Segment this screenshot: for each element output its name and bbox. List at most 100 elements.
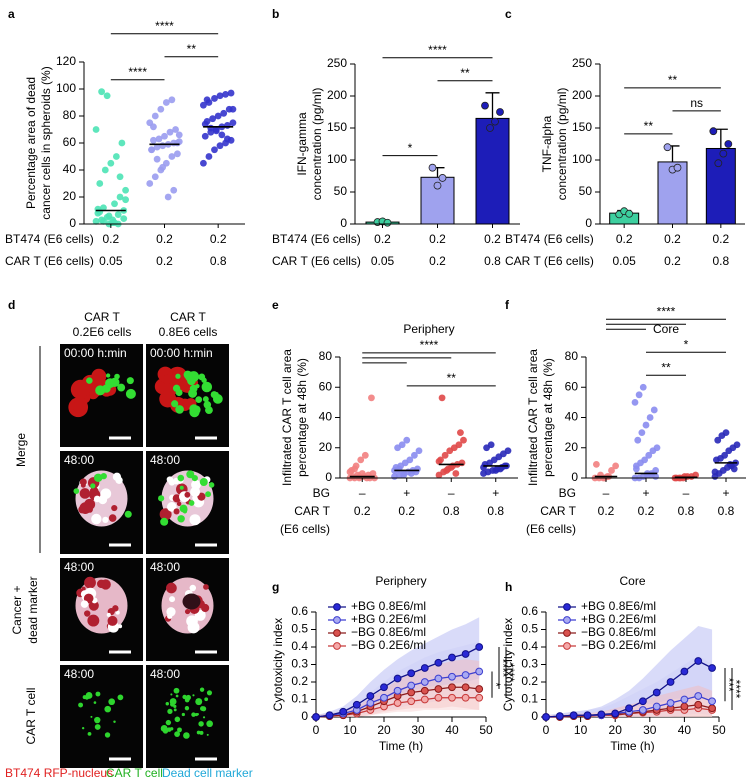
x-tick-label: 0.2: [598, 504, 615, 518]
cell: [197, 492, 206, 501]
data-point: [351, 465, 359, 473]
data-point: [653, 444, 661, 452]
data-point: [368, 394, 375, 402]
significance-label: **: [460, 66, 470, 80]
row-label: BT474 (E6 cells): [5, 232, 94, 246]
x-tick-label: –: [603, 486, 610, 500]
confidence-band: [316, 617, 480, 717]
data-point: [448, 693, 456, 702]
data-point: [724, 140, 733, 148]
y-tick-label: 40: [63, 162, 77, 176]
row-label: BG: [313, 486, 330, 500]
cell: [80, 600, 89, 608]
y-tick-label: 0.5: [291, 622, 308, 636]
x-tick-label: –: [448, 486, 455, 500]
data-point: [339, 707, 348, 716]
cell: [89, 486, 99, 496]
cell: [189, 514, 201, 526]
cell: [87, 614, 100, 627]
data-point: [150, 123, 157, 131]
legend-marker: [563, 603, 571, 611]
panel-label: f: [505, 298, 510, 312]
y-tick-label: 0: [571, 470, 578, 484]
legend-label: −BG 0.8E6/ml: [581, 625, 656, 639]
data-point: [642, 421, 650, 429]
data-point: [223, 135, 231, 143]
cell: [187, 621, 200, 634]
column-header: CAR T: [170, 310, 206, 324]
cell: [160, 517, 169, 526]
data-point: [146, 180, 154, 187]
cell: [167, 613, 173, 619]
x-tick-label: 0.05: [371, 254, 395, 268]
row-label: CAR T: [294, 504, 330, 518]
x-tick-label: +: [492, 486, 499, 500]
data-point: [403, 436, 411, 444]
data-point: [721, 451, 729, 459]
x-tick-label: 0.8: [484, 254, 501, 268]
row-label: CAR T: [540, 504, 576, 518]
row-label: dead marker: [26, 576, 40, 643]
cell: [185, 694, 191, 701]
cell: [166, 582, 177, 594]
cell: [167, 708, 173, 715]
chart-title: Periphery: [375, 574, 426, 588]
data-point: [480, 464, 487, 471]
x-axis-label: Time (h): [610, 739, 654, 753]
cell: [73, 400, 86, 414]
cell: [102, 516, 109, 523]
y-tick-label: 0.4: [521, 639, 538, 653]
data-point: [475, 667, 484, 676]
panel-label: c: [505, 7, 512, 21]
data-point: [157, 105, 165, 113]
data-point: [694, 657, 703, 665]
cell: [172, 384, 181, 392]
cell: [183, 732, 190, 739]
data-point: [407, 697, 416, 706]
data-point: [680, 667, 689, 676]
data-point: [434, 685, 443, 693]
cell: [112, 472, 122, 481]
data-point: [116, 173, 124, 181]
x-tick-label: +: [722, 486, 729, 500]
y-tick-label: 40: [319, 410, 333, 424]
cell: [84, 695, 90, 700]
data-point: [461, 693, 470, 702]
cell: [175, 694, 179, 698]
significance-label: ****: [729, 680, 743, 699]
timestamp: 00:00 h:min: [64, 346, 127, 360]
cell: [184, 706, 190, 711]
x-tick-label: 20: [609, 723, 623, 737]
x-tick-label: 0.2: [638, 504, 655, 518]
cell: [171, 400, 179, 408]
cell: [204, 697, 209, 702]
cell: [95, 385, 106, 396]
x-tick-label: 0.2: [156, 232, 173, 246]
y-tick-label: 0.6: [521, 604, 538, 618]
micrographs: 00:00 h:min 00:00 h:min 48:00 48:00 48:00 48:…: [60, 344, 229, 768]
y-axis-label: percentage at 48h (%): [295, 358, 309, 477]
cell: [112, 605, 119, 612]
x-tick-label: 30: [411, 723, 425, 737]
y-axis-label: percentage at 48h (%): [541, 358, 555, 477]
cell: [194, 713, 198, 717]
data-point: [174, 150, 181, 158]
cell: [190, 486, 201, 497]
panel-label: h: [505, 580, 512, 594]
data-point: [646, 414, 654, 421]
data-point: [200, 101, 207, 109]
x-tick-label: 40: [445, 723, 459, 737]
x-tick-label: 50: [712, 723, 726, 737]
significance-label: ns: [690, 96, 703, 110]
x-tick-label: 0.2: [156, 254, 173, 268]
y-tick-label: 0: [340, 216, 347, 230]
x-tick-label: 0: [313, 723, 320, 737]
data-point: [694, 700, 703, 709]
row-label: CAR T (E6 cells): [272, 254, 361, 268]
y-tick-label: 0: [325, 470, 332, 484]
data-point: [475, 643, 484, 651]
data-point: [174, 139, 181, 147]
x-tick-label: 0.8: [487, 504, 504, 518]
column-header: CAR T: [84, 310, 120, 324]
